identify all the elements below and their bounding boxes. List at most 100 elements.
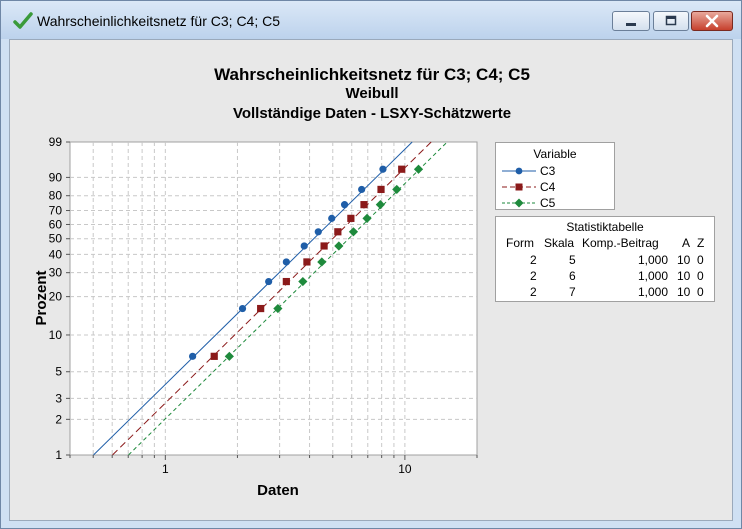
stats-cell: 5 (569, 253, 576, 267)
y-tick-label: 80 (49, 189, 63, 203)
stats-cell: 10 (677, 269, 691, 283)
window-title: Wahrscheinlichkeitsnetz für C3; C4; C5 (37, 13, 281, 29)
y-tick-label: 5 (55, 365, 62, 379)
data-point-c3 (358, 185, 366, 194)
statistics-table: Statistiktabelle Form Skala Komp.-Beitra… (495, 216, 715, 302)
data-point-c3 (379, 165, 387, 173)
stats-header-form: Form (506, 236, 534, 250)
data-point-c4 (347, 214, 355, 222)
y-tick-label: 99 (49, 135, 63, 149)
graph-area: Wahrscheinlichkeitsnetz für C3; C4; C5 W… (9, 39, 733, 521)
y-tick-label: 1 (55, 448, 62, 462)
data-point-c5 (334, 241, 344, 251)
title-bar[interactable]: Wahrscheinlichkeitsnetz für C3; C4; C5 (1, 1, 741, 39)
stats-cell: 0 (697, 253, 704, 267)
data-point-c4 (320, 242, 328, 250)
legend-label-c3: C3 (540, 164, 556, 178)
stats-cell: 10 (677, 253, 691, 267)
data-point-c5 (348, 227, 359, 237)
grid-lines (70, 142, 477, 455)
stats-cell: 1,000 (638, 285, 669, 299)
data-point-c3 (340, 201, 349, 209)
chart-subtitle-2: Vollständige Daten - LSXY-Schätzwerte (233, 105, 511, 122)
legend-label-c5: C5 (540, 196, 556, 210)
y-tick-label: 10 (49, 328, 63, 342)
legend-title: Variable (533, 147, 577, 161)
y-tick-label: 70 (49, 204, 63, 218)
stats-title: Statistiktabelle (566, 220, 644, 234)
stats-cell: 6 (569, 269, 576, 283)
data-point-c3 (300, 242, 308, 250)
data-point-c3 (189, 352, 197, 360)
data-point-c4 (377, 185, 385, 194)
close-button[interactable] (691, 11, 733, 31)
data-point-c5 (298, 276, 308, 287)
data-point-c5 (362, 213, 372, 223)
stats-header-z: Z (697, 236, 705, 250)
data-point-c5 (375, 200, 385, 210)
data-point-c5 (273, 303, 283, 314)
data-point-c4 (360, 201, 368, 209)
stats-cell: 1,000 (638, 269, 669, 283)
fit-lines (93, 141, 448, 456)
y-tick-label: 50 (49, 232, 63, 246)
stats-cell: 0 (697, 269, 704, 283)
stats-cell: 10 (677, 285, 691, 299)
data-point-c5 (317, 257, 327, 267)
data-point-c3 (238, 304, 247, 313)
checkmark-icon (13, 12, 33, 29)
stats-header-skala: Skala (544, 236, 575, 250)
fit-line-c3 (93, 141, 413, 456)
data-point-c3 (328, 214, 336, 222)
minimize-icon (626, 23, 636, 26)
data-point-c4 (257, 304, 265, 313)
stats-header-komp: Komp.-Beitrag (582, 236, 659, 250)
legend-label-c4: C4 (540, 180, 556, 194)
minimize-button[interactable] (612, 11, 650, 31)
close-icon (705, 14, 719, 28)
data-point-c5 (392, 184, 402, 195)
data-point-c5 (224, 351, 234, 361)
fit-line-c5 (128, 141, 448, 456)
maximize-icon (665, 15, 677, 26)
stats-cell: 1,000 (638, 253, 669, 267)
y-tick-label: 2 (55, 412, 62, 426)
chart-title: Wahrscheinlichkeitsnetz für C3; C4; C5 (214, 65, 530, 84)
legend-swatch-c4 (502, 183, 536, 191)
y-tick-label: 60 (49, 217, 63, 231)
plot-area (69, 141, 478, 456)
data-point-c5 (413, 164, 424, 174)
y-tick-label: 3 (55, 391, 62, 405)
data-point-c4 (303, 258, 311, 266)
y-tick-label: 20 (49, 290, 63, 304)
data-point-c4 (282, 277, 290, 286)
x-tick-label: 10 (398, 462, 412, 476)
stats-cell: 2 (530, 269, 537, 283)
data-point-c4 (210, 352, 218, 360)
legend-swatch-c3 (502, 167, 536, 175)
probability-plot: Wahrscheinlichkeitsnetz für C3; C4; C5 W… (33, 65, 530, 499)
legend: Variable C3 C4 C5 (495, 142, 615, 210)
fit-line-c4 (112, 141, 432, 456)
stats-header-a: A (682, 236, 691, 250)
maximize-button[interactable] (653, 11, 689, 31)
data-point-c3 (282, 258, 290, 266)
data-point-c4 (334, 228, 342, 236)
y-tick-label: 30 (49, 266, 63, 280)
stats-cell: 2 (530, 253, 537, 267)
chart-subtitle: Weibull (345, 85, 398, 102)
data-point-c4 (398, 165, 406, 173)
legend-item-c5: C5 (496, 195, 614, 211)
legend-item-c3: C3 (496, 163, 614, 179)
y-tick-label: 90 (49, 170, 63, 184)
data-point-c3 (314, 228, 322, 236)
stats-cell: 7 (569, 285, 576, 299)
data-point-c3 (265, 277, 273, 286)
y-tick-label: 40 (49, 247, 63, 261)
data-points (189, 164, 424, 361)
x-axis-ticks: 1 10 (69, 455, 478, 476)
x-tick-label: 1 (162, 462, 169, 476)
x-axis-label: Daten (257, 482, 299, 499)
